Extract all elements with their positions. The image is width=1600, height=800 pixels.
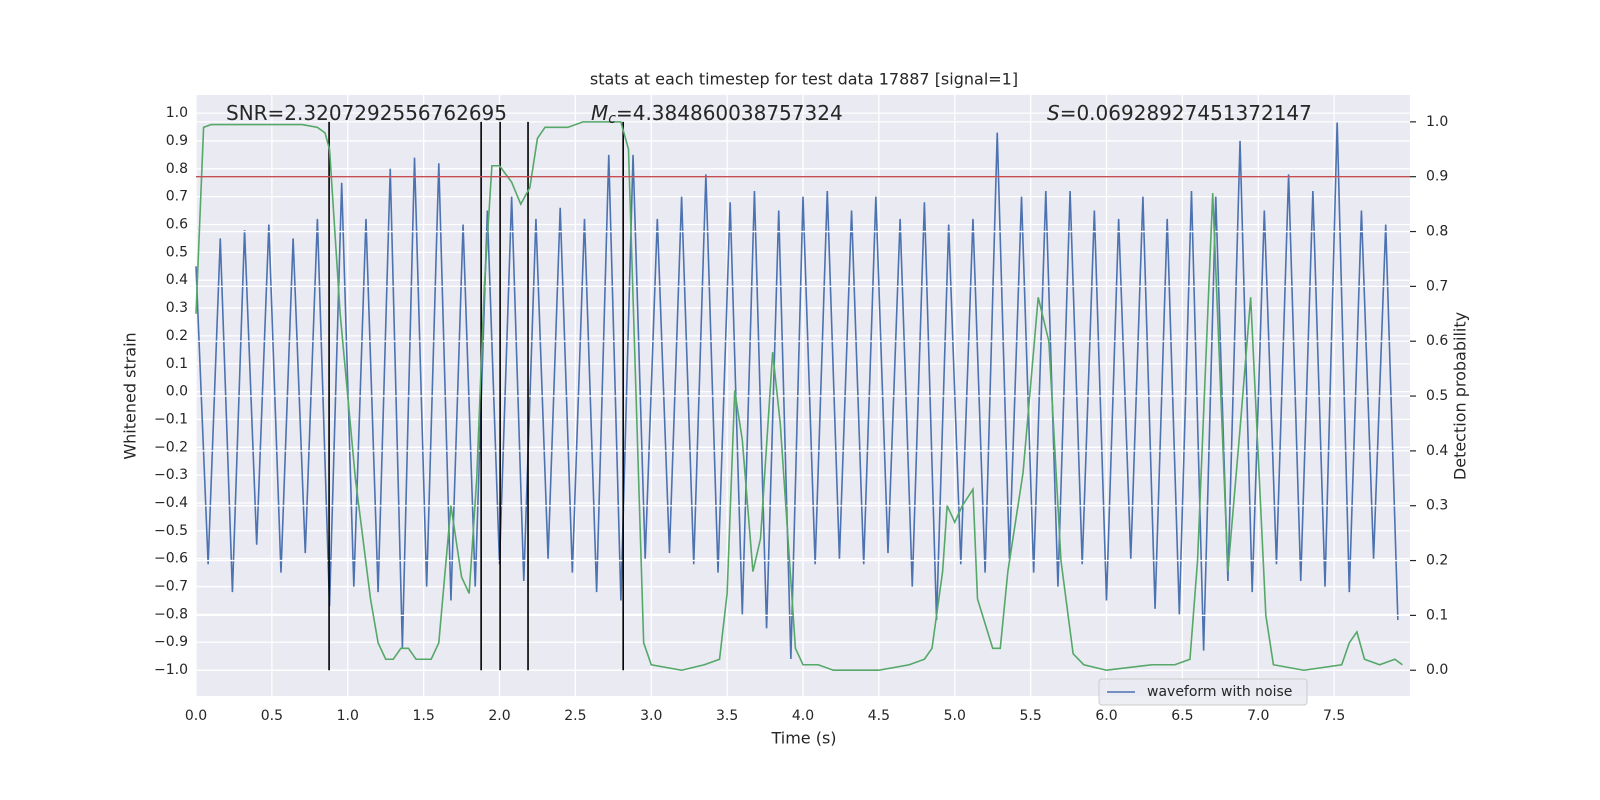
- legend-label: waveform with noise: [1147, 684, 1292, 700]
- annotation: Mc=4.384860038757324: [591, 101, 843, 128]
- y-tick-label: 0.9: [166, 133, 188, 149]
- x-axis-label: Time (s): [770, 729, 836, 748]
- y-tick-label: 1.0: [166, 105, 188, 121]
- x-tick-label: 1.5: [412, 708, 434, 724]
- y-tick-label: −0.1: [154, 411, 188, 427]
- x-tick-label: 2.5: [564, 708, 586, 724]
- x-tick-label: 0.5: [261, 708, 283, 724]
- y2-tick-label: 0.9: [1426, 169, 1448, 185]
- y2-tick-label: 0.2: [1426, 553, 1448, 569]
- y2-tick-label: 0.1: [1426, 607, 1448, 623]
- y2-axis-label: Detection probability: [1451, 312, 1470, 480]
- y-tick-label: 0.7: [166, 189, 188, 205]
- y2-tick-label: 0.6: [1426, 333, 1448, 349]
- annotation-symbol: S: [1047, 101, 1060, 125]
- annotation-subscript: c: [608, 111, 616, 127]
- annotation-text: =0.06928927451372147: [1060, 101, 1312, 125]
- y-tick-label: −0.7: [154, 579, 188, 595]
- y-tick-label: 0.8: [166, 161, 188, 177]
- y2-tick-label: 0.8: [1426, 224, 1448, 240]
- x-tick-label: 0.0: [185, 708, 207, 724]
- annotation-symbol: M: [591, 101, 608, 125]
- annotation: SNR=2.3207292556762695: [226, 101, 507, 125]
- x-tick-label: 4.0: [792, 708, 814, 724]
- x-tick-label: 6.0: [1095, 708, 1117, 724]
- x-tick-label: 3.0: [640, 708, 662, 724]
- data-line: [195, 121, 1403, 672]
- y-tick-label: 0.1: [166, 356, 188, 372]
- y-tick-label: −0.9: [154, 634, 188, 650]
- legend-box: [1098, 678, 1308, 706]
- y-tick-label: 0.2: [166, 328, 188, 344]
- y2-tick-label: 0.7: [1426, 278, 1448, 294]
- annotation: S=0.06928927451372147: [1047, 101, 1312, 125]
- y2-tick-label: 1.0: [1426, 114, 1448, 130]
- y-tick-label: 0.0: [166, 384, 188, 400]
- data-line: [195, 121, 1399, 659]
- x-tick-label: 2.0: [488, 708, 510, 724]
- chart-title: stats at each timestep for test data 178…: [590, 70, 1018, 89]
- x-tick-label: 6.5: [1171, 708, 1193, 724]
- y-axis-label: Whitened strain: [121, 332, 140, 459]
- x-tick-label: 5.0: [944, 708, 966, 724]
- y2-tick-label: 0.5: [1426, 388, 1448, 404]
- y-tick-label: 0.3: [166, 300, 188, 316]
- y-tick-label: −1.0: [154, 662, 188, 678]
- y-tick-label: −0.4: [154, 495, 188, 511]
- y-tick-label: −0.3: [154, 467, 188, 483]
- annotation-text: =4.384860038757324: [616, 101, 843, 125]
- x-tick-label: 7.5: [1323, 708, 1345, 724]
- y-tick-label: −0.8: [154, 606, 188, 622]
- x-tick-label: 7.0: [1247, 708, 1269, 724]
- y-tick-label: −0.5: [154, 523, 188, 539]
- x-tick-label: 5.5: [1019, 708, 1041, 724]
- y-tick-label: −0.2: [154, 439, 188, 455]
- y2-tick-label: 0.3: [1426, 498, 1448, 514]
- y-tick-label: 0.6: [166, 217, 188, 233]
- y-tick-label: 0.5: [166, 244, 188, 260]
- x-tick-label: 1.0: [337, 708, 359, 724]
- x-tick-label: 4.5: [868, 708, 890, 724]
- y-tick-label: −0.6: [154, 551, 188, 567]
- y2-tick-label: 0.0: [1426, 662, 1448, 678]
- y-tick-label: 0.4: [166, 272, 188, 288]
- annotation-text: SNR=2.3207292556762695: [226, 101, 507, 125]
- y2-tick-label: 0.4: [1426, 443, 1448, 459]
- x-tick-label: 3.5: [716, 708, 738, 724]
